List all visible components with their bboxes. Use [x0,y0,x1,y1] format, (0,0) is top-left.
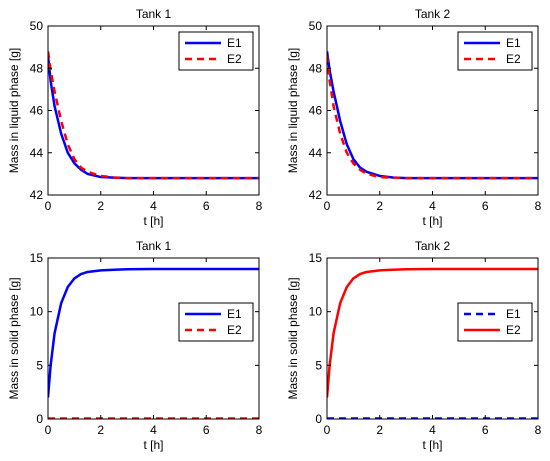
x-tick-label: 8 [256,199,263,213]
chart-title: Tank 2 [415,7,451,21]
y-tick-label: 5 [36,358,43,372]
y-tick-label: 42 [30,188,44,202]
x-tick-label: 8 [256,423,263,437]
y-tick-label: 0 [315,412,322,426]
x-axis-label: t [h] [422,438,442,452]
y-tick-label: 15 [30,251,44,265]
x-tick-label: 6 [482,199,489,213]
y-tick-label: 46 [30,104,44,118]
y-tick-label: 50 [309,19,323,33]
x-axis-label: t [h] [422,214,442,228]
chart-title: Tank 2 [415,239,451,253]
series-line-e2 [327,55,538,180]
x-tick-label: 4 [429,199,436,213]
legend-label-e1: E1 [227,307,242,321]
legend-label-e2: E2 [506,52,521,66]
y-tick-label: 46 [309,104,323,118]
legend-label-e1: E1 [227,36,242,50]
series-line-e1 [48,55,259,180]
y-axis-label: Mass in solid phase [g] [286,277,300,399]
y-tick-label: 48 [309,61,323,75]
x-tick-label: 6 [482,423,489,437]
y-tick-label: 10 [309,305,323,319]
series-line-e2 [327,267,538,398]
series-line-e1 [48,267,259,398]
legend-label-e1: E1 [506,307,521,321]
legend-label-e2: E2 [506,323,521,337]
x-tick-label: 0 [45,423,52,437]
chart-panel-3: Tank 1 0 2 4 6 8 0 5 10 15 t [h] Mass in solid phas… [7,239,263,452]
x-tick-label: 8 [535,199,542,213]
chart-title: Tank 1 [136,239,172,253]
x-tick-label: 4 [150,199,157,213]
legend-box [457,31,533,71]
y-tick-label: 0 [36,412,43,426]
x-tick-label: 4 [429,423,436,437]
legend-label-e2: E2 [227,323,242,337]
legend-box [178,302,254,342]
legend-box [178,31,254,71]
x-axis-label: t [h] [143,214,163,228]
x-tick-label: 2 [97,423,104,437]
legend-label-e1: E1 [506,36,521,50]
y-tick-label: 50 [30,19,44,33]
x-axis-label: t [h] [143,438,163,452]
y-tick-label: 15 [309,251,323,265]
x-tick-label: 4 [150,423,157,437]
x-tick-label: 0 [45,199,52,213]
series-line-e2 [48,51,259,180]
legend-label-e2: E2 [227,52,242,66]
y-tick-label: 42 [309,188,323,202]
y-tick-label: 10 [30,305,44,319]
x-tick-label: 2 [376,199,383,213]
x-tick-label: 2 [376,423,383,437]
y-axis-label: Mass in solid phase [g] [7,277,21,399]
y-tick-label: 5 [315,358,322,372]
x-tick-label: 0 [324,199,331,213]
x-tick-label: 0 [324,423,331,437]
y-tick-label: 44 [309,146,323,160]
x-tick-label: 2 [97,199,104,213]
chart-title: Tank 1 [136,7,172,21]
legend-box [457,302,533,342]
y-axis-label: Mass in liquid phase [g] [286,48,300,173]
y-tick-label: 44 [30,146,44,160]
x-tick-label: 6 [203,423,210,437]
chart-panel-4: Tank 2 0 2 4 6 8 0 5 10 15 t [h] Mass in solid phas… [286,239,542,452]
x-tick-label: 6 [203,199,210,213]
x-tick-label: 8 [535,423,542,437]
y-axis-label: Mass in liquid phase [g] [7,48,21,173]
y-tick-label: 48 [30,61,44,75]
